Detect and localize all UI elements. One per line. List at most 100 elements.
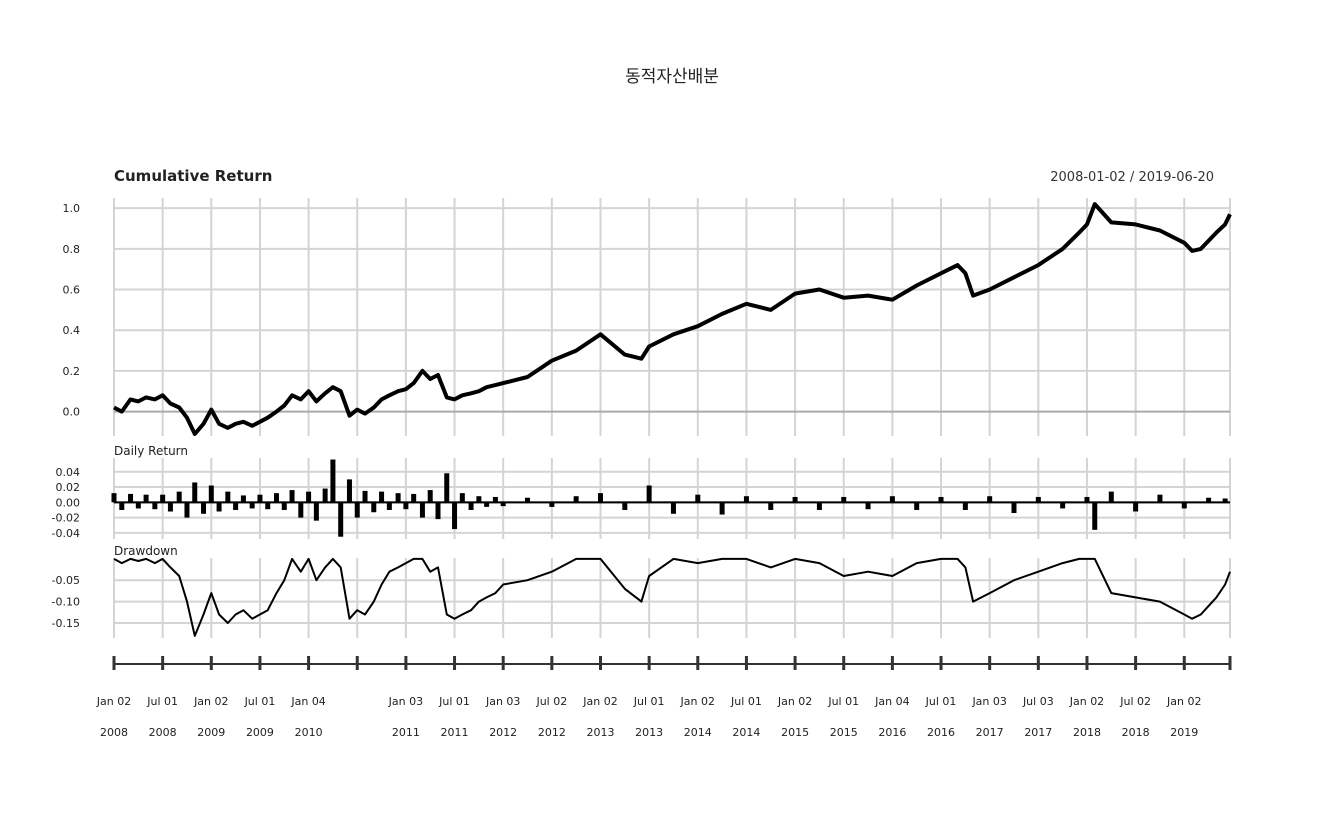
y-tick-label-daily-1: 0.02 [56, 481, 81, 494]
daily-return-bar [476, 496, 482, 503]
daily-return-bar [459, 493, 465, 503]
y-tick-label-cumulative-3: 0.4 [63, 324, 81, 337]
x-tick-label-9: Jan 02 [582, 695, 617, 708]
y-tick-label-drawdown-0: -0.05 [52, 574, 80, 587]
y-tick-label-cumulative-0: 1.0 [63, 202, 81, 215]
x-tick-label-2: Jan 02 [193, 695, 228, 708]
daily-return-bar [670, 502, 676, 514]
drawdown-series-line [113, 557, 1231, 637]
x-tick-label-1: Jul 01 [146, 695, 178, 708]
y-tick-label-cumulative-5: 0.0 [63, 406, 81, 419]
daily-return-bar [167, 502, 173, 512]
daily-return-bar [111, 493, 117, 503]
x-tick-year-16: 2016 [927, 726, 955, 739]
y-tick-label-daily-0: 0.04 [56, 466, 81, 479]
daily-return-bar [322, 488, 328, 503]
daily-return-bar [257, 494, 263, 503]
x-tick-label-20: Jul 02 [1119, 695, 1151, 708]
x-tick-label-6: Jul 01 [438, 695, 470, 708]
x-tick-year-14: 2015 [830, 726, 858, 739]
x-tick-year-2: 2009 [197, 726, 225, 739]
daily-return-bar [176, 491, 182, 503]
x-tick-year-20: 2018 [1122, 726, 1150, 739]
daily-return-bar [208, 485, 214, 503]
daily-return-bar [225, 491, 231, 503]
daily-return-bar [492, 496, 498, 503]
y-tick-label-cumulative-2: 0.6 [63, 284, 81, 297]
x-tick-label-18: Jul 03 [1022, 695, 1054, 708]
daily-return-bar [1035, 496, 1041, 503]
daily-return-bar [216, 502, 222, 512]
daily-return-bar [719, 502, 725, 515]
daily-return-bar [119, 502, 125, 510]
daily-return-bar [371, 502, 377, 513]
daily-return-bar [346, 479, 352, 503]
daily-return-bar [865, 502, 871, 510]
x-tick-year-21: 2019 [1170, 726, 1198, 739]
daily-return-bar [395, 493, 401, 503]
x-tick-label-0: Jan 02 [96, 695, 131, 708]
x-tick-year-9: 2013 [586, 726, 614, 739]
cumulative-return-title: Cumulative Return [114, 167, 272, 185]
y-tick-label-daily-2: 0.00 [56, 496, 81, 509]
daily-return-bar [411, 493, 417, 503]
daily-return-bar [597, 493, 603, 503]
cumulative-series-line [113, 202, 1232, 436]
y-tick-label-drawdown-1: -0.10 [52, 596, 80, 609]
gridlines: 1.0 0.8 0.6 0.4 0.2 0.0 0.04 0.02 0.00 -0.02 -0.04… [52, 198, 1231, 638]
daily-return-bar [743, 496, 749, 503]
x-tick-label-19: Jan 02 [1069, 695, 1104, 708]
x-tick-label-10: Jul 01 [633, 695, 665, 708]
daily-return-bar [484, 502, 490, 507]
x-axis: Jan 02 2008 Jul 01 2008 Jan 02 2009 Jul 01 2009… [96, 656, 1232, 739]
daily-return-bar [444, 473, 450, 503]
daily-return-bar [646, 485, 652, 503]
daily-return-bar [889, 496, 895, 503]
daily-return-bar [273, 493, 279, 503]
daily-return-bar [1011, 502, 1017, 514]
x-tick-year-7: 2012 [489, 726, 517, 739]
daily-return-bar [1181, 502, 1187, 509]
x-tick-label-14: Jul 01 [827, 695, 859, 708]
x-tick-label-4: Jan 04 [290, 695, 325, 708]
series-layer [111, 202, 1232, 637]
y-tick-label-cumulative-4: 0.2 [63, 365, 81, 378]
x-tick-label-21: Jan 02 [1166, 695, 1201, 708]
daily-return-bar [1157, 494, 1163, 503]
daily-return-bar [386, 502, 392, 510]
date-range-label: 2008-01-02 / 2019-06-20 [1050, 170, 1214, 185]
daily-return-bar [306, 491, 312, 503]
daily-return-bar [1133, 502, 1139, 512]
daily-return-bar [419, 502, 425, 518]
daily-return-bar [914, 502, 920, 510]
x-tick-year-5: 2011 [392, 726, 420, 739]
chart-title: 동적자산배분 [625, 67, 719, 87]
daily-return-bar [143, 494, 149, 503]
daily-return-bar [841, 496, 847, 503]
y-tick-label-drawdown-2: -0.15 [52, 617, 80, 630]
daily-return-bar [289, 490, 295, 503]
daily-return-bar [573, 496, 579, 503]
x-tick-label-15: Jan 04 [874, 695, 909, 708]
daily-return-bar [549, 502, 555, 507]
daily-return-bar [403, 502, 409, 510]
daily-return-bar [622, 502, 628, 510]
daily-return-bar [695, 494, 701, 503]
y-tick-label-daily-3: -0.02 [52, 512, 80, 525]
daily-return-bar [938, 496, 944, 503]
daily-return-bar [152, 502, 158, 510]
x-tick-year-12: 2014 [732, 726, 760, 739]
y-tick-label-cumulative-1: 0.8 [63, 243, 81, 256]
daily-return-bar [379, 491, 385, 503]
daily-return-bar [128, 493, 134, 503]
x-tick-label-3: Jul 01 [244, 695, 276, 708]
daily-return-bar [792, 496, 798, 503]
daily-return-bar [184, 502, 190, 518]
x-tick-label-13: Jan 02 [777, 695, 812, 708]
daily-return-bar [452, 502, 458, 530]
daily-return-bar [362, 490, 368, 503]
daily-return-bar [281, 502, 287, 510]
x-tick-year-15: 2016 [878, 726, 906, 739]
x-tick-label-16: Jul 01 [925, 695, 957, 708]
